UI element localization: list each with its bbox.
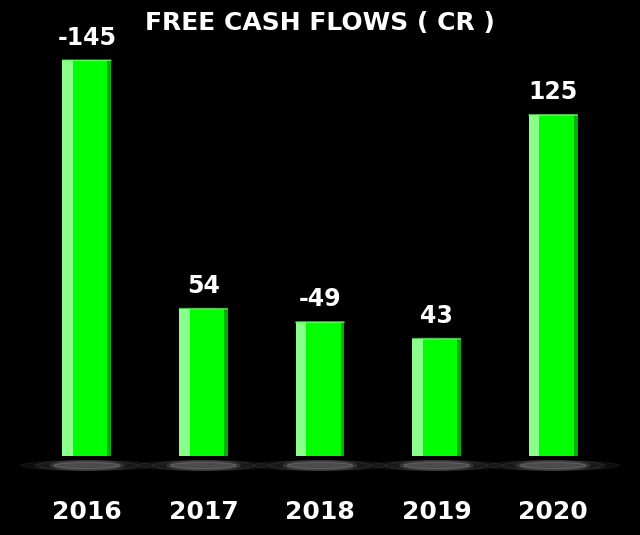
Ellipse shape <box>269 461 371 470</box>
Text: 54: 54 <box>187 274 220 298</box>
Ellipse shape <box>54 462 120 469</box>
Ellipse shape <box>487 461 620 470</box>
Text: 125: 125 <box>529 80 578 104</box>
Ellipse shape <box>516 461 590 470</box>
Bar <box>573 115 578 456</box>
Text: 43: 43 <box>420 304 453 328</box>
Bar <box>62 60 111 456</box>
Bar <box>529 115 540 456</box>
Bar <box>296 322 344 456</box>
Ellipse shape <box>400 461 473 470</box>
Bar <box>296 322 307 456</box>
Bar <box>412 339 423 456</box>
Ellipse shape <box>20 461 153 470</box>
Ellipse shape <box>371 461 502 470</box>
Ellipse shape <box>35 461 138 470</box>
Ellipse shape <box>284 461 356 470</box>
Text: -49: -49 <box>299 287 341 311</box>
Ellipse shape <box>152 461 255 470</box>
Ellipse shape <box>170 462 237 469</box>
Ellipse shape <box>287 462 353 469</box>
Ellipse shape <box>254 461 386 470</box>
Ellipse shape <box>167 461 240 470</box>
Bar <box>529 115 578 456</box>
Bar <box>457 339 461 456</box>
Bar <box>179 309 189 456</box>
Title: FREE CASH FLOWS ( CR ): FREE CASH FLOWS ( CR ) <box>145 11 495 35</box>
Bar <box>340 322 344 456</box>
Ellipse shape <box>138 461 269 470</box>
Ellipse shape <box>385 461 488 470</box>
Bar <box>179 309 228 456</box>
Ellipse shape <box>403 462 470 469</box>
Bar <box>412 339 461 456</box>
Ellipse shape <box>50 461 124 470</box>
Bar <box>224 309 228 456</box>
Ellipse shape <box>502 461 605 470</box>
Bar <box>108 60 111 456</box>
Bar <box>62 60 73 456</box>
Text: -145: -145 <box>58 26 116 50</box>
Ellipse shape <box>520 462 586 469</box>
